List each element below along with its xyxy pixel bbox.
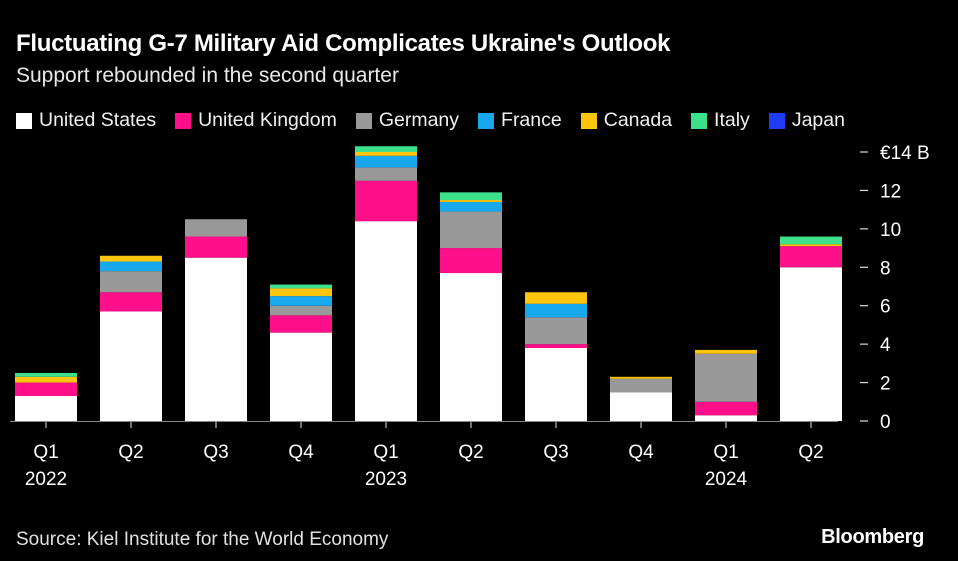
bar-segment-italy-10 [780,236,842,245]
x-tick-label: Q1 [373,442,398,463]
bar-segment-canada-9 [695,349,757,354]
legend-label-france: France [501,109,562,131]
chart-subtitle: Support rebounded in the second quarter [16,64,399,87]
bar-segment-canada-5 [355,152,417,156]
y-tick-label: 4 [880,335,891,356]
bar-segment-united-kingdom-10 [780,246,842,268]
bar-segment-united-kingdom-7 [525,344,587,348]
legend-swatch-canada [580,112,597,129]
bar-segment-united-kingdom-4 [270,315,332,333]
legend: United States United Kingdom Germany Fra… [16,109,864,132]
bar-segment-united-kingdom-5 [355,180,417,222]
y-tick-label: 2 [880,374,891,395]
bar-segment-germany-7 [525,317,587,345]
bar-segment-canada-1 [15,376,77,383]
bar-segment-united-states-9 [695,415,757,421]
bar-segment-france-7 [525,303,587,318]
x-tick-label: Q1 [33,442,58,463]
bar-segment-united-states-4 [270,332,332,421]
legend-item-united-states: United States [16,109,156,132]
bar-segment-germany-9 [695,353,757,402]
x-year-label: 2022 [25,469,67,490]
bar-segment-germany-4 [270,305,332,316]
legend-label-united-kingdom: United Kingdom [198,109,337,131]
legend-swatch-united-states [16,112,32,129]
bar-segment-italy-1 [15,372,77,377]
legend-item-united-kingdom: United Kingdom [175,109,337,132]
legend-label-canada: Canada [603,109,673,131]
x-tick-label: Q3 [543,442,568,463]
y-tick-label: 12 [880,181,901,202]
legend-item-canada: Canada [580,109,673,132]
bar-segment-united-states-8 [610,392,672,421]
x-axis: Q1 2022 Q2 Q3 Q4 Q1 2023 Q2 Q3 Q4 Q1 2024 Q2 [10,421,838,490]
x-tick-label: Q2 [458,442,483,463]
legend-swatch-france [478,112,495,129]
bar-segment-united-kingdom-3 [185,236,247,258]
legend-item-france: France [478,109,562,132]
legend-swatch-germany [355,112,372,129]
bar-segment-canada-7 [525,292,587,304]
legend-label-italy: Italy [714,109,750,131]
bar-segment-canada-6 [440,200,502,202]
x-year-label: 2023 [365,469,407,490]
bar-segment-united-states-6 [440,273,502,421]
bar-segment-canada-4 [270,288,332,297]
bar-segment-united-states-5 [355,221,417,421]
y-tick-label: 10 [880,220,901,241]
bar-segment-france-6 [440,201,502,212]
bars-group [15,146,842,421]
bar-segment-germany-8 [610,378,672,393]
x-tick-label: Q1 [713,442,738,463]
x-tick-label: Q4 [288,442,314,463]
source-note: Source: Kiel Institute for the World Eco… [16,529,389,550]
bar-segment-italy-4 [270,284,332,289]
bar-segment-germany-2 [100,271,162,293]
y-tick-label: 6 [880,297,891,318]
y-tick-label: €14 B [880,143,930,164]
bar-segment-canada-10 [780,244,842,247]
bar-segment-canada-8 [610,376,672,379]
bar-segment-germany-3 [185,219,247,237]
bar-segment-germany-5 [355,167,417,181]
x-tick-label: Q3 [203,442,228,463]
y-axis: 0 2 4 6 8 10 12 €14 B [860,143,930,433]
legend-swatch-italy [691,112,708,129]
bar-segment-united-kingdom-1 [15,382,77,397]
bar-segment-france-2 [100,261,162,272]
bar-segment-italy-5 [355,146,417,152]
bar-segment-germany-6 [440,211,502,249]
legend-label-japan: Japan [791,109,845,131]
bar-segment-united-states-7 [525,347,587,421]
y-tick-label: 0 [880,412,891,433]
bar-segment-united-kingdom-2 [100,292,162,312]
x-tick-label: Q2 [798,442,823,463]
legend-item-japan: Japan [768,109,845,132]
legend-label-united-states: United States [39,109,157,131]
legend-swatch-japan [768,112,785,129]
legend-item-italy: Italy [691,109,750,132]
bar-segment-canada-2 [100,255,162,262]
x-year-label: 2024 [705,469,748,490]
legend-item-germany: Germany [355,109,460,132]
bar-segment-united-states-1 [15,396,77,421]
bar-segment-italy-6 [440,192,502,201]
bloomberg-logo: Bloomberg [821,526,924,548]
bar-segment-france-4 [270,296,332,306]
bar-segment-united-kingdom-9 [695,401,757,416]
y-tick-label: 8 [880,258,891,279]
bar-segment-united-states-2 [100,311,162,421]
x-tick-label: Q4 [628,442,654,463]
legend-swatch-united-kingdom [175,112,192,129]
bar-segment-united-states-3 [185,257,247,421]
chart-title: Fluctuating G-7 Military Aid Complicates… [16,30,671,57]
bar-segment-united-kingdom-6 [440,248,502,274]
bar-segment-france-5 [355,155,417,168]
x-tick-label: Q2 [118,442,143,463]
legend-label-germany: Germany [378,109,460,131]
bar-segment-united-states-10 [780,267,842,421]
